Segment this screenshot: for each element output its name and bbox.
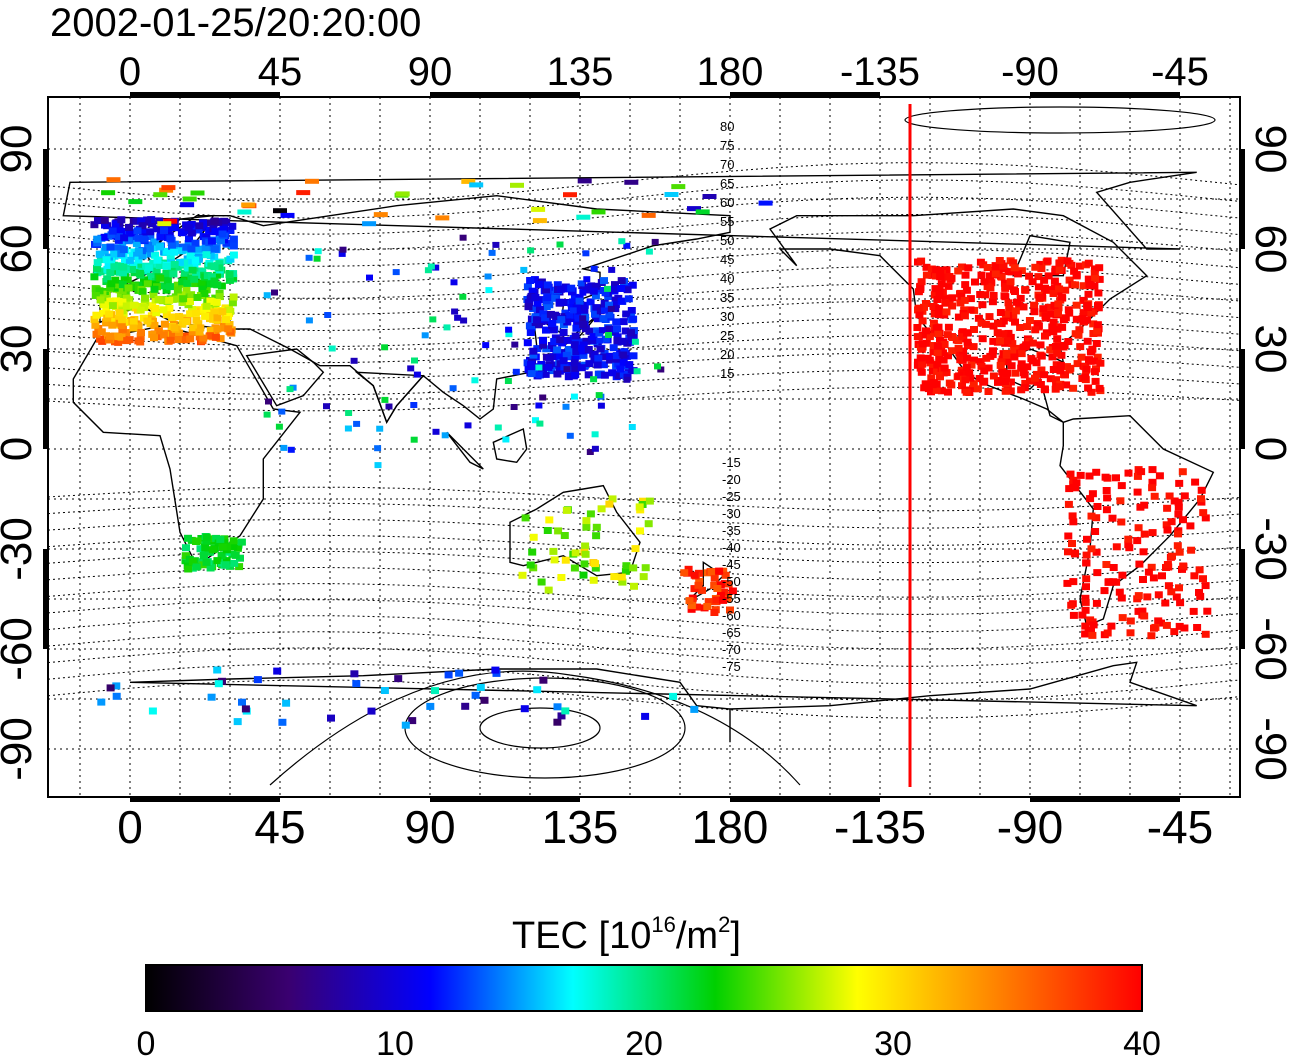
svg-text:50: 50 [720,233,734,248]
lon-tick-bottom: 0 [117,801,143,853]
coastlines [62,171,1215,743]
lon-tick-top: -135 [840,50,920,94]
svg-text:-20: -20 [722,472,741,487]
svg-text:-45: -45 [722,557,741,572]
lon-tick-top: 0 [119,50,141,94]
svg-text:75: 75 [720,138,734,153]
svg-text:15: 15 [720,366,734,381]
svg-text:-40: -40 [722,540,741,555]
lat-tick-left: -60 [0,617,41,681]
colorbar-tick-labels: 0 10 20 30 40 [137,1025,1161,1057]
lon-tick-top: -45 [1151,50,1209,94]
svg-text:80: 80 [720,119,734,134]
svg-text:-30: -30 [722,506,741,521]
lon-tick-bottom: -45 [1147,801,1213,853]
lon-tick-bottom: 180 [692,801,769,853]
svg-text:25: 25 [720,328,734,343]
colorbar-tick: 0 [137,1025,156,1057]
svg-text:35: 35 [720,290,734,305]
lat-tick-right: 0 [1246,437,1292,461]
latitude-tick-labels-right: 90 60 30 0 -30 -60 -90 [1246,125,1292,781]
lon-tick-bottom: -90 [997,801,1063,853]
lon-tick-bottom: 90 [404,801,455,853]
lat-tick-right: -30 [1246,517,1292,581]
colorbar [145,964,1143,1012]
svg-text:-50: -50 [722,574,741,589]
longitude-tick-labels-top: 0 45 90 135 180 -135 -90 -45 [119,50,1209,94]
figure-title: 2002-01-25/20:20:00 [50,1,421,45]
lon-tick-bottom: 135 [542,801,619,853]
lat-tick-left: -30 [0,517,41,581]
svg-text:30: 30 [720,309,734,324]
lon-tick-top: 135 [547,50,614,94]
magnetic-latitude-labels: 80 75 70 65 60 55 50 45 40 35 30 25 20 15 -15 -20 -25 -30… [720,119,741,674]
colorbar-tick: 10 [376,1025,414,1057]
lat-tick-right: 60 [1246,225,1292,274]
latitude-tick-labels-left: 90 60 30 0 -30 -60 -90 [0,125,41,781]
svg-text:20: 20 [720,347,734,362]
lon-tick-bottom: 45 [254,801,305,853]
svg-text:-60: -60 [722,608,741,623]
svg-text:-65: -65 [722,625,741,640]
svg-text:45: 45 [720,252,734,267]
colorbar-tick: 20 [625,1025,663,1057]
lon-tick-top: 90 [408,50,453,94]
svg-text:-70: -70 [722,642,741,657]
svg-text:-35: -35 [722,523,741,538]
svg-text:55: 55 [720,214,734,229]
svg-text:65: 65 [720,176,734,191]
lat-tick-left: -90 [0,717,41,781]
lon-tick-top: -90 [1001,50,1059,94]
tec-data-cells [90,177,1212,729]
map-plot-area: 80 75 70 65 60 55 50 45 40 35 30 25 20 15 -15 -20 -25 -30… [43,92,1245,802]
svg-text:40: 40 [720,271,734,286]
colorbar-tick: 30 [874,1025,912,1057]
lon-tick-top: 180 [697,50,764,94]
svg-text:70: 70 [720,157,734,172]
svg-text:-25: -25 [722,489,741,504]
svg-text:-15: -15 [722,455,741,470]
frame-tick-bars [43,92,1245,802]
lat-tick-left: 30 [0,325,41,374]
lat-tick-right: 90 [1246,125,1292,174]
lat-tick-right: -60 [1246,617,1292,681]
longitude-tick-labels-bottom: 0 45 90 135 180 -135 -90 -45 [117,801,1213,853]
lon-tick-top: 45 [258,50,303,94]
lat-tick-left: 90 [0,125,41,174]
lat-tick-left: 0 [0,437,41,461]
svg-text:-75: -75 [722,659,741,674]
lat-tick-right: -90 [1246,717,1292,781]
lat-tick-left: 60 [0,225,41,274]
svg-text:-55: -55 [722,591,741,606]
svg-text:60: 60 [720,195,734,210]
lat-tick-right: 30 [1246,325,1292,374]
colorbar-title: TEC [1016/m2] [512,912,741,957]
colorbar-tick: 40 [1123,1025,1161,1057]
lon-tick-bottom: -135 [834,801,926,853]
